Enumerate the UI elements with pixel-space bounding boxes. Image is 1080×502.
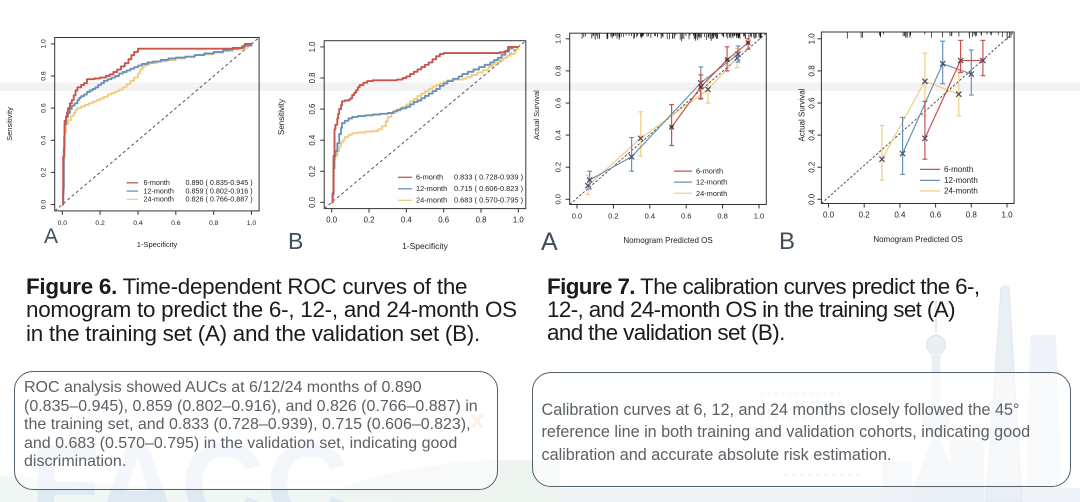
svg-text:1.0: 1.0: [247, 220, 257, 227]
svg-text:1.0: 1.0: [513, 216, 525, 225]
svg-text:0.8: 0.8: [308, 73, 317, 84]
svg-text:0.0: 0.0: [308, 196, 317, 208]
svg-text:6-month: 6-month: [144, 178, 170, 187]
svg-text:1-Specificity: 1-Specificity: [137, 240, 178, 249]
svg-text:0.8: 0.8: [966, 211, 978, 220]
svg-text:0.0: 0.0: [807, 193, 816, 205]
svg-text:0.4: 0.4: [133, 220, 143, 227]
svg-text:1.0: 1.0: [807, 33, 816, 45]
svg-text:0.4: 0.4: [41, 135, 48, 145]
svg-text:0.6: 0.6: [308, 104, 317, 115]
svg-text:0.6: 0.6: [681, 212, 691, 221]
svg-text:0.2: 0.2: [364, 216, 375, 225]
svg-text:12-month: 12-month: [144, 186, 174, 195]
svg-text:0.4: 0.4: [807, 129, 816, 141]
svg-text:1.0: 1.0: [41, 39, 48, 49]
svg-text:0.4: 0.4: [308, 134, 317, 146]
svg-text:12-month: 12-month: [696, 178, 727, 187]
svg-text:1.0: 1.0: [1001, 211, 1013, 220]
svg-text:0.8: 0.8: [554, 66, 563, 76]
svg-text:0.2: 0.2: [41, 167, 48, 177]
svg-text:1.0: 1.0: [754, 212, 764, 221]
svg-text:12-month: 12-month: [944, 176, 978, 185]
svg-text:Nomogram Predicted OS: Nomogram Predicted OS: [873, 235, 962, 244]
svg-text:0.6: 0.6: [171, 220, 181, 227]
svg-text:B: B: [288, 228, 303, 254]
svg-text:0.4: 0.4: [554, 130, 563, 140]
svg-text:0.2: 0.2: [859, 211, 871, 220]
svg-text:0.0: 0.0: [41, 200, 48, 210]
svg-text:0.4: 0.4: [401, 216, 413, 225]
svg-text:0.833 ( 0.728-0.939 ): 0.833 ( 0.728-0.939 ): [454, 173, 523, 182]
svg-text:0.4: 0.4: [645, 212, 655, 221]
svg-text:0.8: 0.8: [807, 65, 816, 77]
svg-text:0.8: 0.8: [476, 216, 487, 225]
svg-text:0.4: 0.4: [894, 211, 906, 220]
svg-text:A: A: [541, 228, 558, 256]
svg-text:24-month: 24-month: [416, 196, 447, 205]
svg-text:0.2: 0.2: [554, 162, 563, 172]
svg-text:Actual Survival: Actual Survival: [532, 90, 541, 140]
svg-text:0.8: 0.8: [41, 71, 48, 81]
svg-text:0.2: 0.2: [308, 166, 317, 177]
svg-text:0.2: 0.2: [95, 220, 105, 227]
svg-text:0.683 ( 0.570-0.795 ): 0.683 ( 0.570-0.795 ): [454, 196, 523, 205]
svg-text:24-month: 24-month: [696, 189, 727, 198]
svg-text:Actual Survival: Actual Survival: [798, 88, 807, 141]
svg-text:6-month: 6-month: [944, 165, 973, 174]
svg-text:0.0: 0.0: [572, 212, 582, 221]
svg-text:0.8: 0.8: [209, 220, 219, 227]
svg-text:0.715 ( 0.606-0.823 ): 0.715 ( 0.606-0.823 ): [454, 184, 523, 193]
svg-text:0.0: 0.0: [58, 220, 68, 227]
svg-text:A: A: [44, 225, 58, 248]
svg-text:0.2: 0.2: [807, 161, 816, 173]
svg-text:0.6: 0.6: [41, 103, 48, 113]
svg-text:0.0: 0.0: [823, 211, 835, 220]
svg-text:0.6: 0.6: [554, 98, 563, 108]
svg-text:6-month: 6-month: [696, 167, 723, 176]
svg-text:0.0: 0.0: [554, 194, 563, 204]
svg-text:Nomogram Predicted OS: Nomogram Predicted OS: [623, 236, 712, 245]
svg-text:0.859 ( 0.802-0.916 ): 0.859 ( 0.802-0.916 ): [186, 186, 253, 195]
svg-text:0.2: 0.2: [608, 212, 618, 221]
svg-text:0.6: 0.6: [930, 211, 942, 220]
svg-text:24-month: 24-month: [144, 195, 174, 204]
svg-text:B: B: [779, 228, 795, 255]
svg-text:24-month: 24-month: [944, 187, 978, 196]
svg-text:0.6: 0.6: [438, 216, 449, 225]
svg-text:0.0: 0.0: [326, 216, 338, 225]
svg-text:0.6: 0.6: [807, 97, 816, 109]
svg-text:0.8: 0.8: [717, 212, 727, 221]
svg-text:0.826 ( 0.766-0.887 ): 0.826 ( 0.766-0.887 ): [186, 195, 253, 204]
svg-text:1-Specificity: 1-Specificity: [402, 241, 449, 251]
svg-text:Sensitivity: Sensitivity: [5, 107, 14, 141]
svg-text:6-month: 6-month: [416, 173, 443, 182]
svg-text:Sensitivity: Sensitivity: [277, 99, 286, 135]
svg-text:1.0: 1.0: [554, 34, 563, 44]
svg-text:12-month: 12-month: [416, 184, 447, 193]
svg-text:0.890 ( 0.835-0.945 ): 0.890 ( 0.835-0.945 ): [186, 178, 253, 187]
svg-text:1.0: 1.0: [308, 41, 317, 53]
